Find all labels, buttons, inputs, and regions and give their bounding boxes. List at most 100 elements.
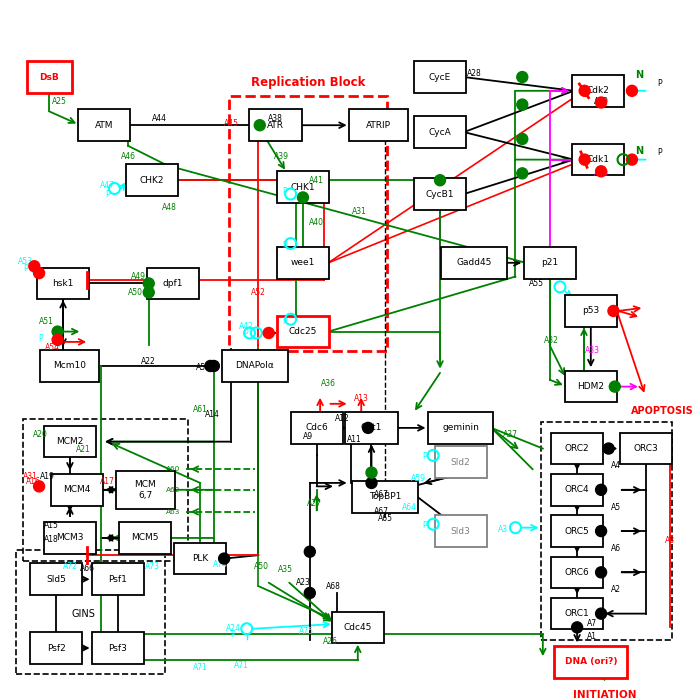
Circle shape — [34, 481, 45, 492]
FancyBboxPatch shape — [27, 61, 72, 93]
Text: ORC2: ORC2 — [565, 444, 589, 453]
Text: A29: A29 — [594, 97, 608, 106]
Text: Gadd45: Gadd45 — [456, 258, 492, 267]
Circle shape — [263, 328, 274, 339]
Text: hsk1: hsk1 — [52, 279, 74, 288]
Text: A60: A60 — [165, 466, 180, 473]
Circle shape — [596, 567, 607, 578]
FancyBboxPatch shape — [30, 632, 83, 664]
Text: dpf1: dpf1 — [162, 279, 183, 288]
Text: Mcm10: Mcm10 — [53, 361, 86, 370]
FancyBboxPatch shape — [44, 426, 96, 458]
FancyBboxPatch shape — [277, 172, 329, 203]
Text: A6: A6 — [611, 544, 621, 553]
Text: A32: A32 — [545, 336, 559, 345]
Circle shape — [517, 99, 528, 110]
Circle shape — [218, 553, 230, 564]
Text: A53: A53 — [18, 257, 33, 266]
Text: A75: A75 — [299, 627, 314, 636]
Circle shape — [596, 97, 607, 108]
Text: Replication Block: Replication Block — [251, 76, 365, 89]
Text: A16: A16 — [25, 477, 41, 486]
FancyBboxPatch shape — [249, 109, 302, 141]
FancyBboxPatch shape — [41, 350, 99, 382]
FancyBboxPatch shape — [414, 61, 466, 93]
Circle shape — [363, 422, 374, 433]
Text: Psf1: Psf1 — [108, 575, 127, 584]
Text: A66: A66 — [80, 564, 94, 573]
Circle shape — [579, 85, 590, 97]
Circle shape — [304, 546, 315, 557]
Text: DNAPolα: DNAPolα — [235, 361, 274, 370]
Text: A27: A27 — [307, 499, 322, 508]
Text: P: P — [657, 148, 662, 158]
Text: ORC3: ORC3 — [634, 444, 658, 453]
Text: A18: A18 — [44, 535, 59, 544]
FancyBboxPatch shape — [119, 522, 172, 554]
FancyBboxPatch shape — [442, 247, 508, 279]
Text: A55: A55 — [528, 279, 543, 288]
Text: Cdt1: Cdt1 — [360, 424, 382, 433]
Text: A5: A5 — [611, 503, 621, 512]
Text: P: P — [105, 190, 110, 199]
Text: P: P — [657, 79, 662, 88]
FancyBboxPatch shape — [352, 481, 418, 512]
Text: PLK: PLK — [192, 554, 209, 563]
Circle shape — [572, 622, 582, 633]
Text: A50: A50 — [127, 288, 143, 297]
Text: ORC4: ORC4 — [565, 485, 589, 494]
FancyBboxPatch shape — [222, 350, 288, 382]
Text: P: P — [282, 317, 287, 326]
Text: MCM5: MCM5 — [132, 533, 159, 542]
Text: MCM3: MCM3 — [56, 533, 84, 542]
Text: Sld5: Sld5 — [46, 575, 66, 584]
Text: A17: A17 — [100, 477, 115, 486]
FancyBboxPatch shape — [50, 474, 103, 505]
FancyBboxPatch shape — [290, 412, 343, 444]
FancyBboxPatch shape — [30, 564, 83, 595]
Circle shape — [626, 154, 638, 165]
Text: wee1: wee1 — [290, 258, 315, 267]
Text: A11: A11 — [347, 435, 362, 444]
Text: Cdk1: Cdk1 — [586, 155, 609, 164]
FancyBboxPatch shape — [44, 522, 96, 554]
Text: A61: A61 — [193, 405, 208, 414]
Text: P: P — [243, 329, 248, 338]
Circle shape — [435, 175, 445, 186]
Text: A39: A39 — [274, 152, 288, 161]
Text: A46: A46 — [120, 152, 136, 161]
Text: CycE: CycE — [429, 73, 452, 82]
Text: ATRIP: ATRIP — [366, 120, 391, 130]
Text: A72: A72 — [62, 562, 78, 571]
FancyBboxPatch shape — [428, 412, 494, 444]
FancyBboxPatch shape — [551, 474, 603, 505]
Text: A4: A4 — [611, 461, 621, 470]
Text: A45: A45 — [223, 119, 239, 128]
FancyBboxPatch shape — [92, 564, 144, 595]
Text: A28: A28 — [467, 69, 482, 78]
Text: GINS: GINS — [71, 608, 96, 619]
Text: A30: A30 — [594, 169, 608, 178]
Text: A40: A40 — [309, 218, 324, 227]
Text: A74: A74 — [214, 559, 228, 568]
Text: MCM
6,7: MCM 6,7 — [134, 480, 156, 500]
FancyBboxPatch shape — [349, 109, 408, 141]
FancyBboxPatch shape — [565, 295, 617, 327]
Circle shape — [366, 477, 377, 489]
Circle shape — [304, 587, 315, 598]
FancyBboxPatch shape — [126, 164, 178, 196]
Circle shape — [517, 71, 528, 83]
Text: MCM2: MCM2 — [56, 438, 83, 446]
Circle shape — [366, 467, 377, 478]
FancyBboxPatch shape — [414, 178, 466, 210]
Circle shape — [608, 305, 619, 316]
Text: Sld3: Sld3 — [451, 526, 470, 536]
Text: CycB1: CycB1 — [426, 190, 454, 199]
Text: A41: A41 — [309, 176, 324, 185]
Circle shape — [298, 192, 309, 203]
FancyBboxPatch shape — [524, 247, 575, 279]
Circle shape — [609, 381, 620, 392]
Text: A67: A67 — [374, 508, 389, 517]
Text: A2: A2 — [611, 585, 621, 594]
Circle shape — [603, 443, 614, 454]
